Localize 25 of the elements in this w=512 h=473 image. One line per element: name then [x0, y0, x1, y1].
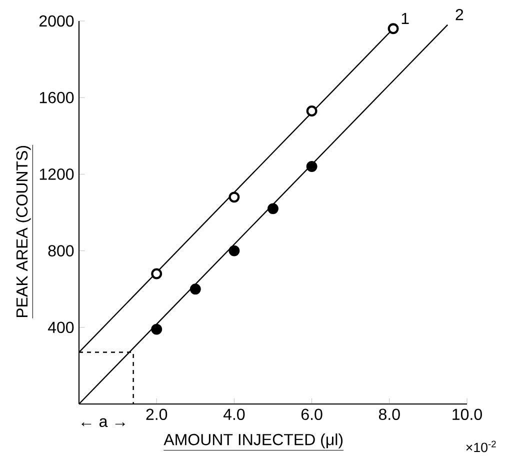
- x-tick-label: 4.0: [223, 408, 245, 420]
- x-tick-label: 2.0: [146, 408, 168, 420]
- y-tick-label: 1600: [40, 92, 74, 104]
- point: [268, 203, 278, 214]
- x-tick-label: 10.0: [452, 408, 482, 420]
- y-tick-label: 1200: [40, 168, 74, 180]
- y-tick-label: 400: [48, 322, 74, 334]
- annotation: 1: [402, 12, 409, 24]
- annotation: 2: [456, 8, 464, 20]
- text: ×10$^{-2}$: [466, 440, 496, 452]
- point: [228, 245, 240, 256]
- x-tick-label: 6.0: [301, 408, 322, 420]
- y-tick-label: 2000: [39, 15, 74, 27]
- x-axis-title: AMOUNT INJECTED (μl): [164, 434, 343, 448]
- y-tick-label: 800: [48, 245, 74, 256]
- point: [228, 192, 240, 203]
- point: [151, 324, 162, 335]
- point: [306, 161, 318, 172]
- y-axis-title: PEAK AREA (COUNTS): [16, 146, 31, 317]
- text: ← a →: [82, 418, 125, 428]
- point: [190, 284, 201, 295]
- point: [388, 23, 399, 34]
- point: [306, 106, 318, 116]
- x-tick-label: 8.0: [378, 408, 400, 420]
- point: [151, 268, 162, 280]
